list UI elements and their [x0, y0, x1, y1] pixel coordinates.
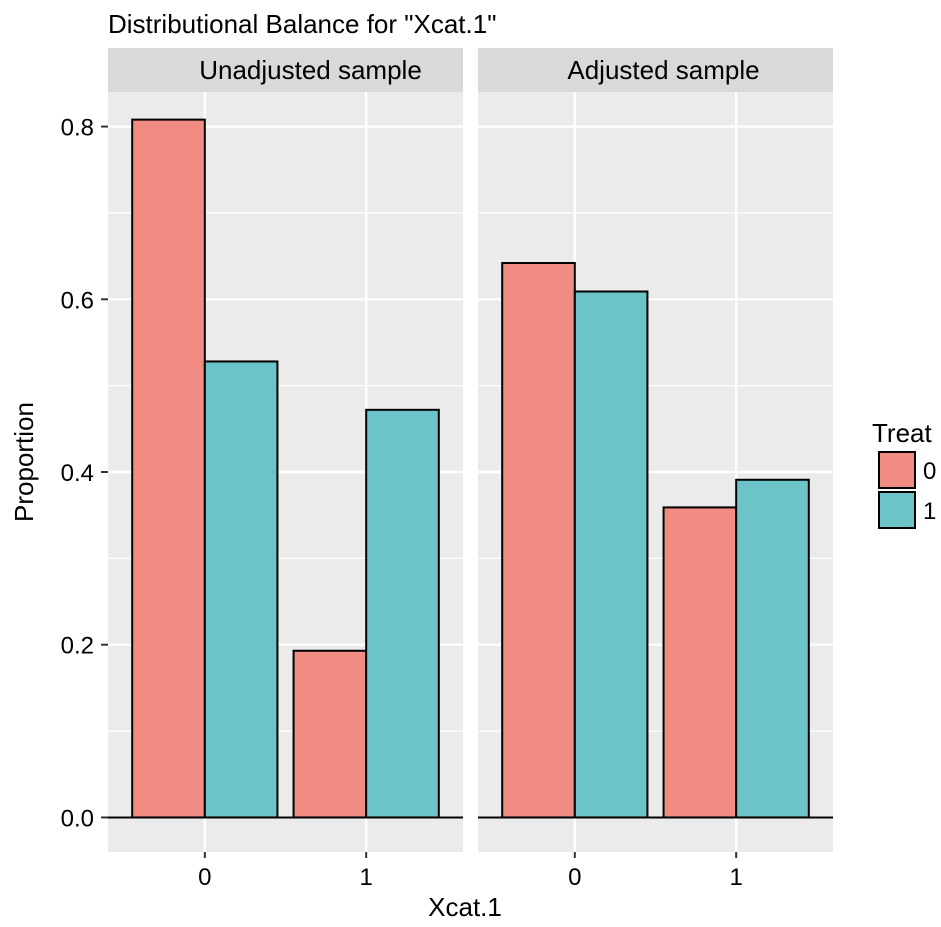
x-tick-label: 0 [568, 864, 581, 891]
facet-panels: Unadjusted sample Adjusted sample [108, 48, 833, 852]
y-tick-label: 0.4 [61, 460, 94, 487]
strip-label: Adjusted sample [567, 55, 759, 85]
bar-unadjusted-sample-cat1-treat0 [292, 649, 368, 819]
panel-adjusted: Adjusted sample [478, 48, 833, 852]
y-axis: 0.0 0.2 0.4 0.6 0.8 [61, 115, 108, 832]
legend-swatch-1 [878, 491, 916, 529]
y-tick-label: 0.0 [61, 805, 94, 832]
x-axis: 0 1 0 1 [198, 852, 743, 891]
bar-adjusted-sample-cat1-treat0 [662, 506, 738, 819]
legend: Treat 0 1 [872, 418, 936, 529]
x-tick-label: 1 [360, 864, 373, 891]
bar-adjusted-sample-cat0-treat1 [573, 290, 649, 819]
y-tick-label: 0.6 [61, 287, 94, 314]
y-tick-label: 0.8 [61, 115, 94, 142]
bar-adjusted-sample-cat1-treat1 [735, 478, 810, 819]
legend-label-0: 0 [923, 458, 936, 485]
strip-label: Unadjusted sample [199, 55, 422, 85]
bar-unadjusted-sample-cat1-treat1 [365, 408, 440, 819]
x-tick-label: 0 [198, 864, 211, 891]
y-tick-label: 0.2 [61, 633, 94, 660]
panel-unadjusted: Unadjusted sample [108, 48, 463, 852]
legend-title: Treat [872, 418, 932, 448]
bar-unadjusted-sample-cat0-treat0 [131, 118, 206, 819]
x-axis-title: Xcat.1 [428, 892, 502, 922]
strip-background [478, 48, 833, 92]
chart-title: Distributional Balance for "Xcat.1" [108, 9, 496, 39]
x-tick-label: 1 [730, 864, 743, 891]
legend-label-1: 1 [923, 498, 936, 525]
legend-swatch-0 [878, 451, 916, 489]
strip-background [108, 48, 463, 92]
bar-unadjusted-sample-cat0-treat1 [203, 360, 279, 819]
y-axis-title: Proportion [9, 402, 39, 522]
bar-adjusted-sample-cat0-treat0 [501, 262, 576, 819]
